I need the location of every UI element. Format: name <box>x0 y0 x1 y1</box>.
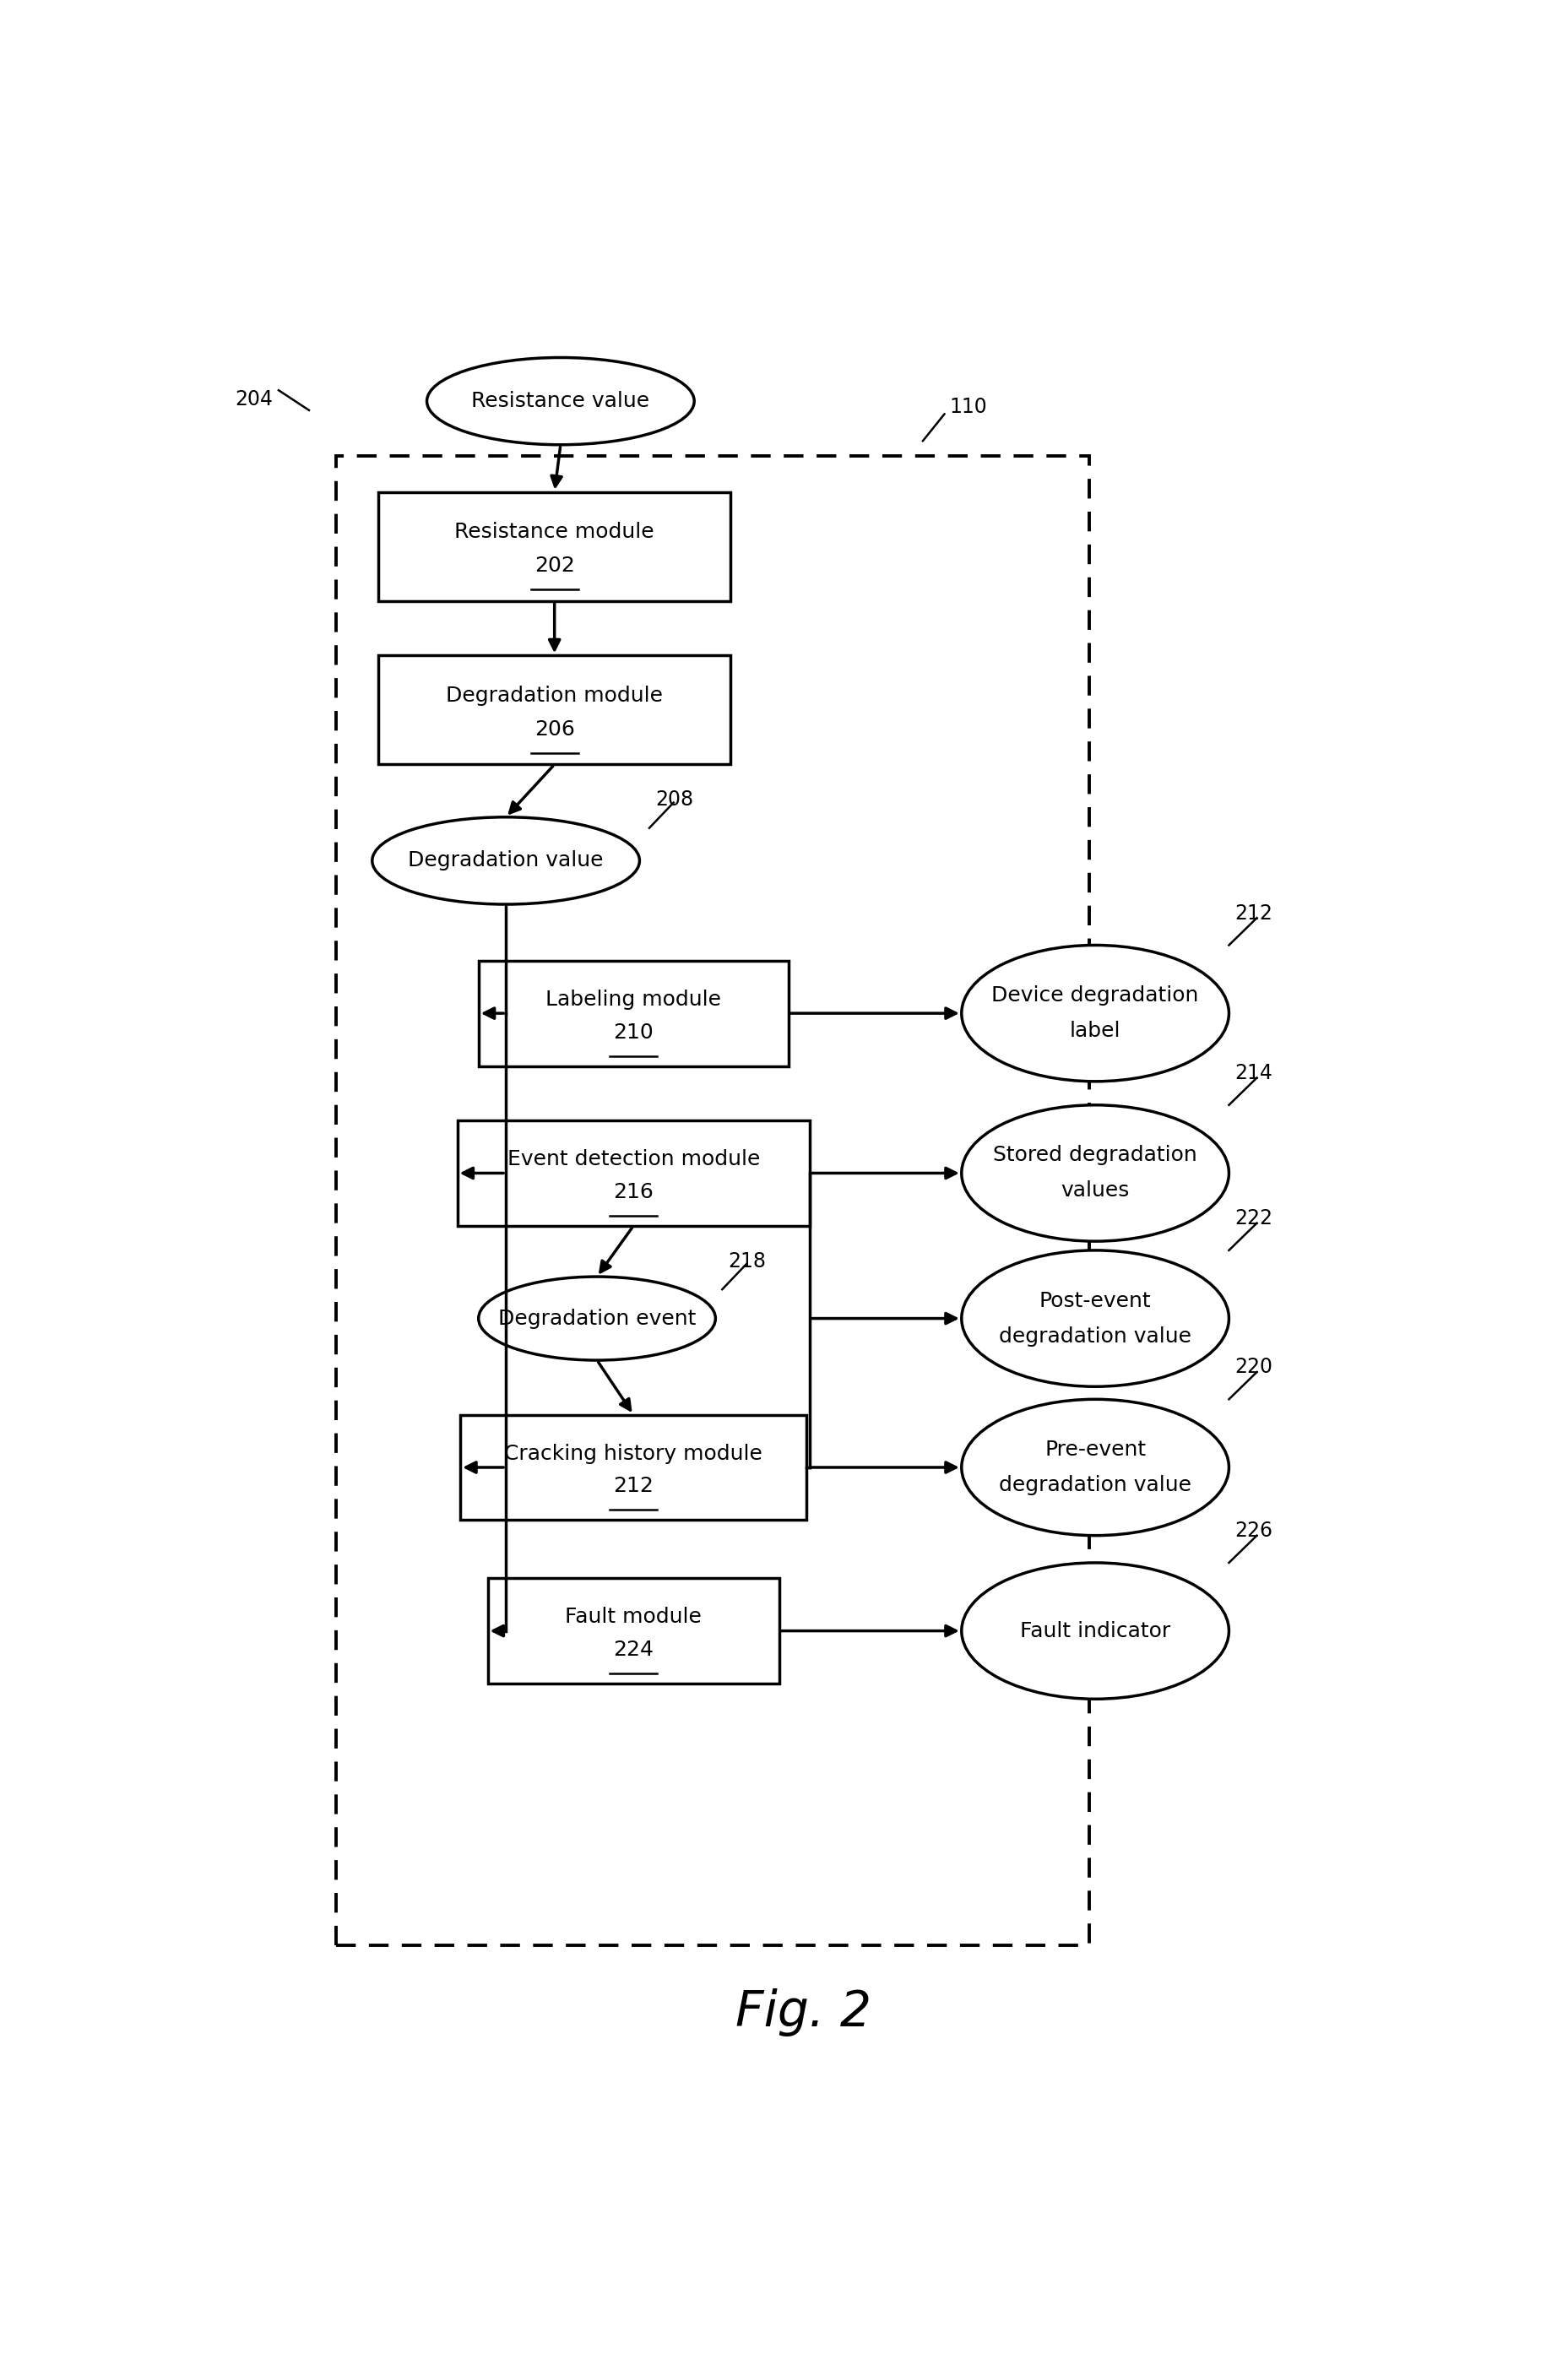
Text: 224: 224 <box>613 1640 654 1661</box>
Text: 220: 220 <box>1236 1356 1273 1378</box>
Text: degradation value: degradation value <box>999 1326 1192 1347</box>
Text: 222: 222 <box>1236 1208 1273 1229</box>
Text: label: label <box>1069 1021 1121 1040</box>
Ellipse shape <box>961 1104 1229 1241</box>
Text: Degradation value: Degradation value <box>408 852 604 870</box>
Bar <box>336 455 1090 1946</box>
Text: Event detection module: Event detection module <box>506 1149 760 1170</box>
Bar <box>458 1121 809 1227</box>
Text: Labeling module: Labeling module <box>546 988 721 1010</box>
Text: 204: 204 <box>235 389 273 410</box>
Bar <box>378 493 731 602</box>
Text: Degradation event: Degradation event <box>499 1309 696 1328</box>
Text: Fault indicator: Fault indicator <box>1021 1621 1170 1642</box>
Text: 212: 212 <box>1236 903 1273 922</box>
Text: 226: 226 <box>1236 1522 1273 1540</box>
Ellipse shape <box>961 946 1229 1080</box>
Text: Post-event: Post-event <box>1040 1290 1151 1312</box>
Text: 212: 212 <box>613 1477 654 1496</box>
Ellipse shape <box>372 816 640 903</box>
Text: 216: 216 <box>613 1182 654 1203</box>
Ellipse shape <box>426 359 695 446</box>
Text: Fig. 2: Fig. 2 <box>735 1989 872 2036</box>
Text: 218: 218 <box>728 1250 767 1272</box>
Bar <box>488 1578 779 1684</box>
Ellipse shape <box>478 1276 715 1361</box>
Text: Stored degradation: Stored degradation <box>993 1144 1198 1165</box>
Text: Pre-event: Pre-event <box>1044 1439 1146 1460</box>
Ellipse shape <box>961 1250 1229 1387</box>
Text: degradation value: degradation value <box>999 1474 1192 1496</box>
Text: Cracking history module: Cracking history module <box>505 1444 762 1465</box>
Text: values: values <box>1062 1182 1129 1201</box>
Text: 210: 210 <box>613 1021 654 1043</box>
Bar <box>461 1415 806 1519</box>
Text: 202: 202 <box>535 557 575 576</box>
Bar <box>378 656 731 764</box>
Bar <box>478 960 789 1066</box>
Text: Resistance value: Resistance value <box>472 392 649 410</box>
Text: Device degradation: Device degradation <box>991 986 1200 1005</box>
Text: Resistance module: Resistance module <box>455 521 654 543</box>
Ellipse shape <box>961 1399 1229 1536</box>
Ellipse shape <box>961 1562 1229 1698</box>
Text: 110: 110 <box>950 396 988 418</box>
Text: Fault module: Fault module <box>564 1606 702 1628</box>
Text: 206: 206 <box>535 719 575 741</box>
Text: Degradation module: Degradation module <box>445 686 663 705</box>
Text: 214: 214 <box>1236 1064 1273 1083</box>
Text: 208: 208 <box>655 790 693 809</box>
